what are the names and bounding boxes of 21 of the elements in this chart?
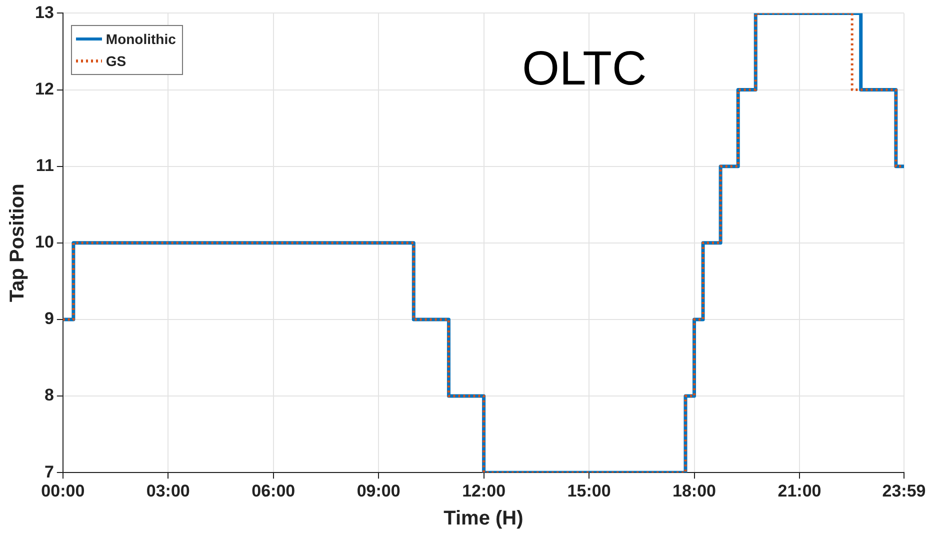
y-tick-label: 11 — [36, 156, 54, 176]
legend-label: Monolithic — [106, 31, 176, 48]
legend-label: GS — [106, 53, 126, 70]
x-tick-label: 12:00 — [462, 481, 506, 500]
x-tick-label: 00:00 — [41, 481, 85, 500]
y-tick-label: 13 — [34, 2, 54, 22]
x-tick-label: 15:00 — [567, 481, 611, 500]
y-tick-label: 12 — [34, 79, 54, 98]
x-tick-label: 21:00 — [778, 481, 822, 500]
x-tick-label: 23:59 — [882, 481, 926, 500]
y-tick-label: 8 — [44, 386, 54, 405]
y-axis-title: Tap Position — [6, 184, 29, 302]
x-tick-label: 09:00 — [356, 481, 400, 500]
y-tick-label: 9 — [44, 309, 54, 328]
x-tick-label: 06:00 — [252, 481, 296, 500]
x-tick-label: 03:00 — [146, 481, 190, 500]
x-axis-title: Time (H) — [444, 508, 524, 530]
text: OLTC — [522, 42, 647, 96]
x-tick-label: 18:00 — [672, 481, 716, 500]
y-tick-label: 7 — [44, 462, 54, 482]
y-tick-label: 10 — [34, 232, 54, 252]
